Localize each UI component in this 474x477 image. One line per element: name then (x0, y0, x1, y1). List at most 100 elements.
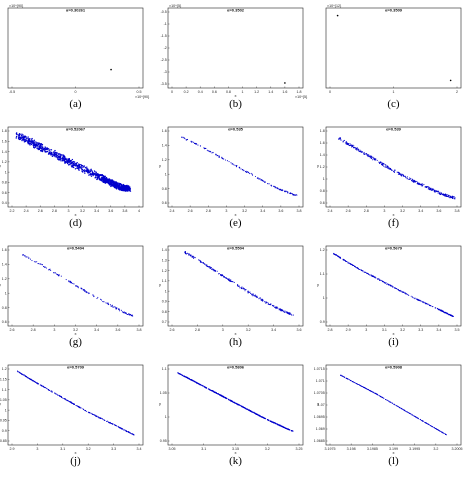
data-point (413, 415, 415, 417)
data-point (274, 306, 276, 309)
data-point (183, 375, 185, 377)
data-point (79, 406, 81, 408)
data-point (291, 314, 293, 316)
data-point (229, 279, 231, 282)
data-point (437, 192, 439, 194)
data-point (450, 195, 452, 197)
data-point (97, 416, 99, 418)
y-tick-label: 0.6 (2, 320, 7, 324)
y-tick-label: 1.4 (320, 153, 325, 157)
x-axis-label: x (235, 212, 237, 217)
data-point (83, 289, 85, 291)
x-axis-label: x (393, 212, 395, 217)
data-point (235, 166, 237, 168)
data-point (359, 385, 361, 386)
data-point (40, 145, 42, 147)
data-point (63, 155, 66, 158)
data-point (383, 281, 385, 283)
data-point (239, 287, 241, 289)
data-point (236, 284, 239, 286)
data-point (199, 260, 202, 262)
data-point (232, 281, 234, 283)
data-point (102, 301, 104, 303)
data-point (370, 157, 372, 159)
data-point (267, 301, 269, 303)
data-point (346, 378, 348, 380)
data-point (422, 184, 424, 186)
data-point (240, 287, 242, 289)
x-tick-label: 2.6 (38, 209, 43, 213)
data-point (436, 428, 438, 430)
data-point (27, 136, 29, 138)
data-point (373, 392, 375, 394)
x-tick-label: 3.4 (137, 447, 142, 451)
y-exponent-label: ×10^{90} (9, 4, 24, 8)
data-point (394, 169, 396, 171)
data-point (391, 285, 393, 287)
data-point (70, 281, 72, 283)
data-point (270, 303, 272, 305)
data-point (96, 415, 98, 417)
data-point (441, 310, 443, 312)
data-point (342, 376, 344, 377)
data-point (444, 195, 446, 197)
data-point (336, 14, 339, 17)
data-point (442, 193, 444, 195)
data-point (72, 166, 75, 169)
data-point (68, 160, 70, 162)
data-point (202, 262, 204, 264)
y-tick-label: 1.2 (320, 165, 325, 169)
x-tick-label: 3.8 (455, 209, 460, 213)
data-point (87, 172, 89, 174)
data-point (15, 137, 17, 139)
data-point (96, 297, 98, 300)
x-tick-label: 3.199 (389, 447, 398, 451)
data-points (180, 136, 298, 196)
x-axis-label: x (393, 450, 395, 455)
data-point (129, 190, 132, 192)
data-point (87, 171, 90, 173)
data-point (38, 143, 40, 145)
data-point (411, 179, 413, 181)
data-point (51, 391, 53, 393)
data-point (289, 429, 291, 431)
data-point (86, 166, 88, 168)
data-point (78, 163, 80, 165)
data-point (393, 287, 395, 289)
data-point (182, 137, 184, 139)
x-tick-label: 3.4 (94, 209, 99, 213)
data-point (333, 253, 335, 255)
data-point (440, 193, 443, 195)
data-point (361, 386, 363, 387)
data-point (367, 273, 369, 275)
data-point (84, 290, 86, 292)
data-point (68, 281, 70, 283)
x-tick-label: 3.5 (455, 328, 460, 332)
data-point (45, 151, 48, 153)
data-point (71, 165, 74, 167)
y-axis-label: y (159, 163, 161, 168)
data-point (240, 168, 242, 170)
data-point (350, 380, 352, 382)
data-point (33, 381, 35, 383)
data-point (128, 188, 131, 190)
data-point (33, 139, 36, 142)
data-point (195, 143, 197, 145)
data-point (50, 390, 52, 392)
data-point (57, 274, 59, 276)
data-point (61, 160, 64, 162)
data-point (278, 424, 280, 426)
data-point (32, 144, 35, 147)
data-point (23, 136, 26, 139)
data-point (67, 164, 70, 166)
panel-e: α=0.535 2.4 2.6 2.8 3 3.2 3.4 3.6 3.8 1.6 1.4 1.2 1 0… (159, 127, 304, 229)
data-point (279, 424, 281, 427)
data-point (57, 158, 59, 161)
data-point (115, 308, 117, 310)
plot-frame (325, 7, 462, 89)
data-point (402, 174, 404, 176)
data-point (349, 379, 351, 381)
data-point (427, 303, 429, 305)
data-point (410, 295, 412, 297)
data-point (113, 181, 116, 184)
